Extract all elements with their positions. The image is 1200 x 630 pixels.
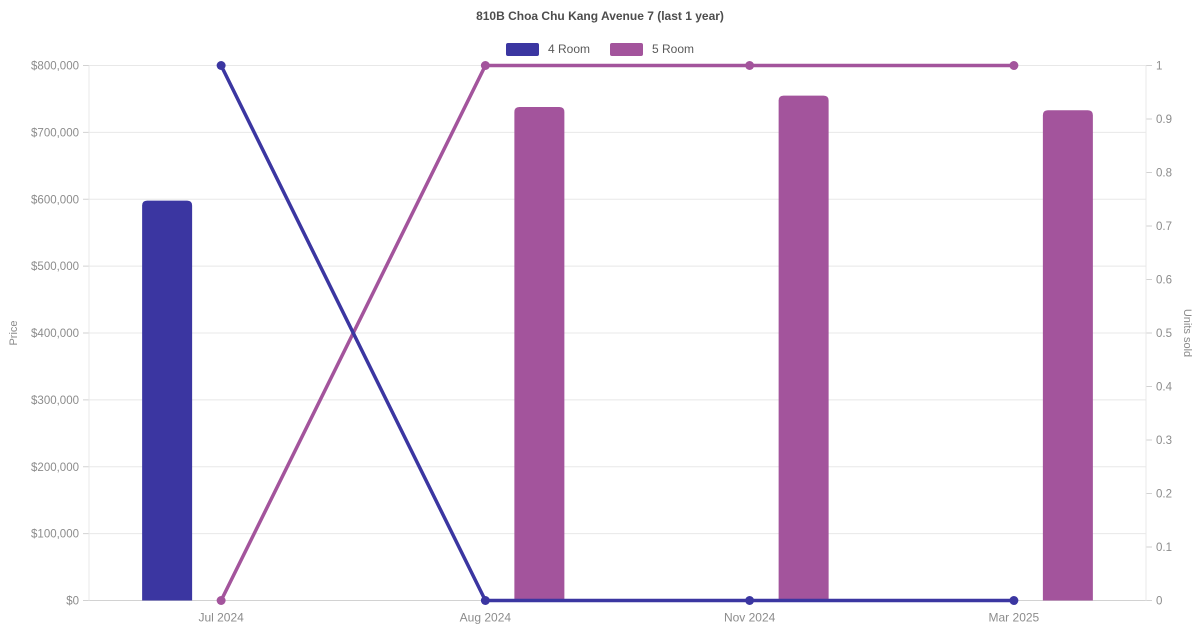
left-tick-label: $300,000 — [31, 395, 79, 407]
legend-item-4-room: 4 Room — [505, 42, 590, 56]
right-tick-label: 1 — [1156, 61, 1162, 73]
point-4-room — [216, 61, 226, 70]
legend-swatch-5-room — [610, 42, 643, 56]
legend-swatch-4-room — [505, 42, 539, 56]
right-tick-label: 0.7 — [1156, 221, 1172, 233]
legend-item-5-room: 5 Room — [610, 42, 694, 56]
x-tick-label: Nov 2024 — [724, 611, 776, 625]
right-tick-label: 0.2 — [1156, 489, 1172, 501]
right-tick-label: 0.6 — [1156, 275, 1172, 287]
left-tick-label: $400,000 — [31, 328, 79, 340]
bar-5-room — [514, 106, 565, 601]
left-tick-label: $200,000 — [31, 462, 79, 474]
right-tick-label: 0.9 — [1156, 114, 1172, 126]
point-4-room — [745, 596, 755, 605]
right-tick-label: 0.4 — [1156, 382, 1173, 394]
line-4-room — [219, 63, 1016, 603]
left-tick-label: $500,000 — [31, 261, 79, 273]
point-5-room — [745, 61, 755, 70]
left-tick-label: $600,000 — [31, 194, 79, 206]
bar-5-room — [778, 95, 829, 601]
x-tick-label: Mar 2025 — [989, 611, 1040, 625]
left-tick-label: $100,000 — [31, 529, 79, 541]
x-tick-label: Aug 2024 — [460, 611, 512, 625]
x-tick-label: Jul 2024 — [198, 611, 244, 625]
legend-label: 5 Room — [652, 42, 695, 56]
right-tick-label: 0.8 — [1156, 168, 1172, 180]
left-tick-label: $800,000 — [31, 61, 79, 73]
point-4-room — [1009, 596, 1019, 605]
right-tick-label: 0 — [1156, 596, 1162, 608]
left-tick-label: $0 — [66, 596, 79, 608]
chart-title: 810B Choa Chu Kang Avenue 7 (last 1 year… — [476, 9, 724, 23]
right-tick-label: 0.3 — [1156, 435, 1172, 447]
point-5-room — [1009, 61, 1019, 70]
right-tick-label: 0.5 — [1156, 328, 1172, 340]
point-4-room — [480, 596, 490, 605]
bar-5-room — [1042, 110, 1093, 601]
right-tick-label: 0.1 — [1156, 542, 1172, 554]
left-tick-label: $700,000 — [31, 127, 79, 139]
legend-label: 4 Room — [547, 42, 590, 56]
chart-legend: 4 Room 5 Room — [0, 42, 1200, 56]
point-5-room — [480, 61, 490, 70]
bar-4-room — [142, 200, 193, 601]
point-5-room — [216, 596, 226, 605]
